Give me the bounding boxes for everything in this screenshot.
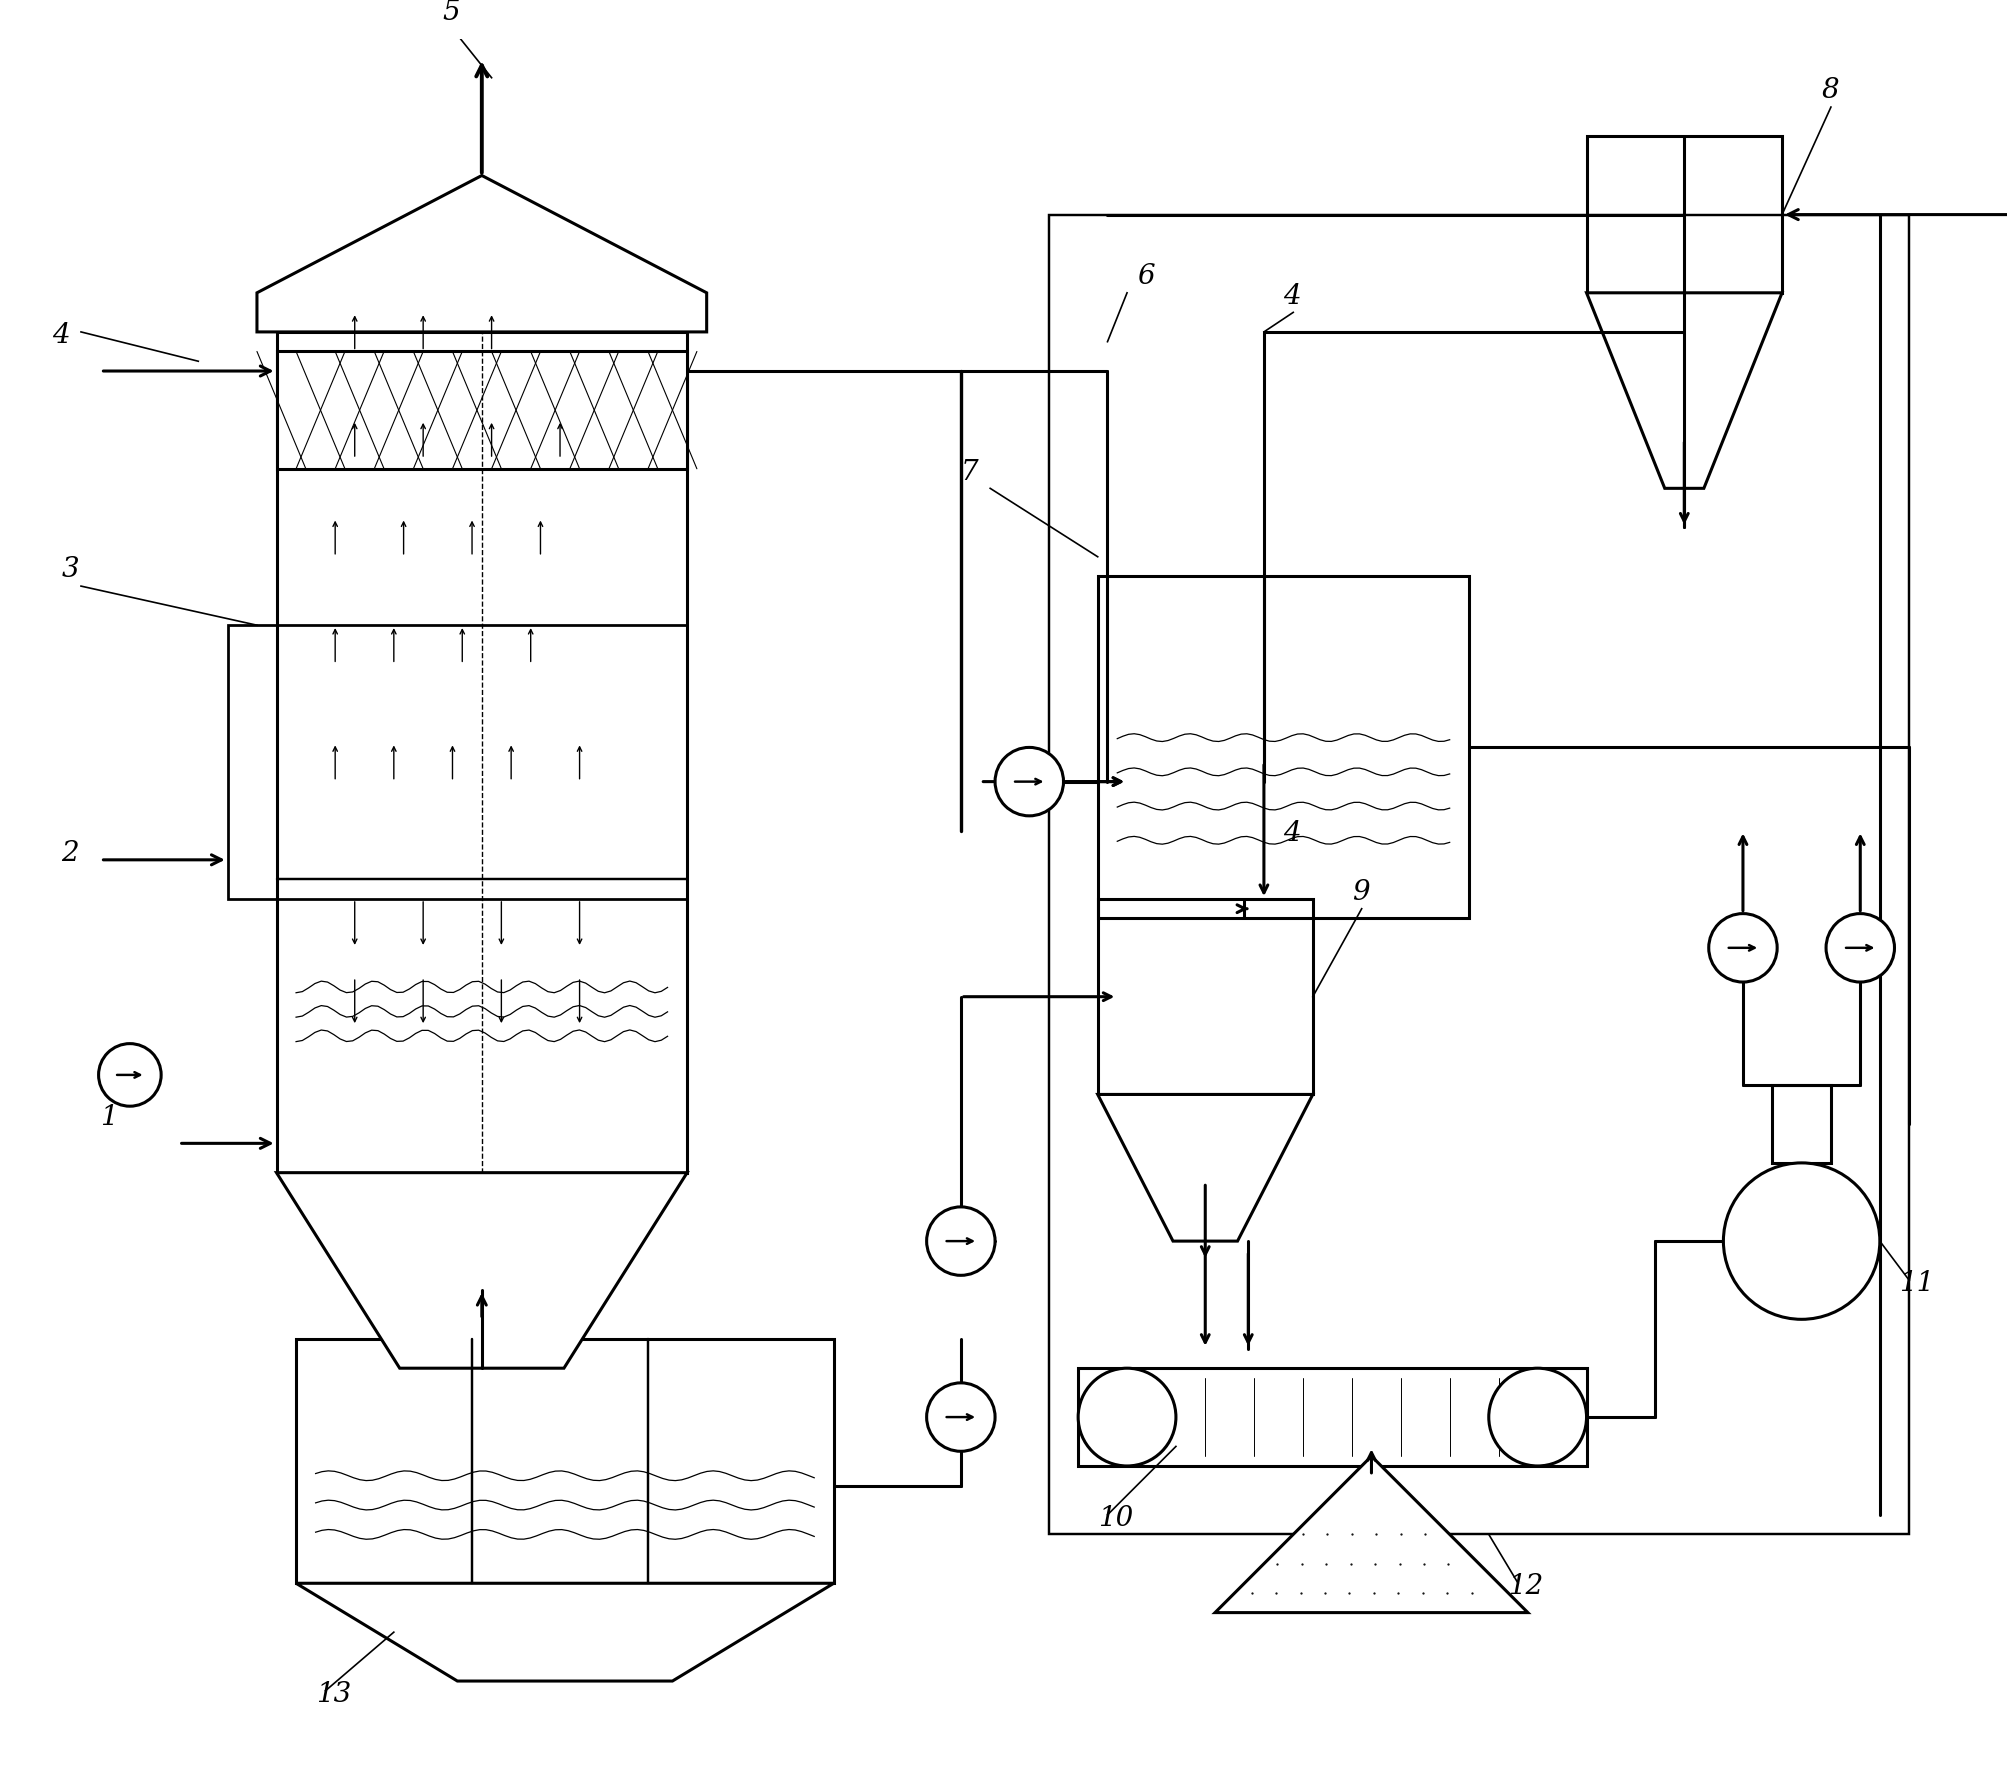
Polygon shape [295, 1584, 833, 1680]
Circle shape [1722, 1164, 1879, 1320]
Bar [1098, 577, 1469, 920]
Text: 4: 4 [1282, 282, 1301, 310]
Bar [1048, 216, 1909, 1534]
Bar [1586, 137, 1780, 294]
Polygon shape [1098, 1094, 1313, 1242]
Bar [1772, 1085, 1830, 1164]
Bar [1098, 900, 1313, 1094]
Circle shape [925, 1206, 995, 1276]
Polygon shape [257, 176, 706, 333]
Bar [277, 353, 686, 469]
Text: 1: 1 [100, 1103, 118, 1130]
Bar [1078, 1369, 1586, 1467]
Text: 10: 10 [1098, 1504, 1132, 1531]
Text: 3: 3 [62, 556, 78, 583]
Text: 9: 9 [1351, 879, 1369, 905]
Bar [227, 625, 686, 900]
Circle shape [1078, 1369, 1176, 1467]
Polygon shape [277, 1173, 686, 1369]
Bar [277, 333, 686, 1173]
Circle shape [98, 1044, 161, 1107]
Polygon shape [1214, 1456, 1527, 1613]
Text: 4: 4 [1282, 820, 1301, 846]
Circle shape [1487, 1369, 1586, 1467]
Text: 4: 4 [52, 321, 70, 349]
Text: 8: 8 [1820, 77, 1838, 103]
Text: 5: 5 [442, 0, 460, 27]
Text: 7: 7 [961, 458, 977, 485]
Circle shape [1824, 914, 1893, 982]
Text: 11: 11 [1899, 1269, 1933, 1296]
Circle shape [995, 748, 1064, 816]
Text: 2: 2 [62, 839, 78, 866]
Circle shape [1708, 914, 1776, 982]
Bar [295, 1338, 833, 1584]
Text: 6: 6 [1136, 264, 1154, 290]
Circle shape [925, 1383, 995, 1452]
Polygon shape [1586, 294, 1780, 488]
Text: 13: 13 [315, 1680, 351, 1707]
Text: 12: 12 [1507, 1572, 1543, 1598]
